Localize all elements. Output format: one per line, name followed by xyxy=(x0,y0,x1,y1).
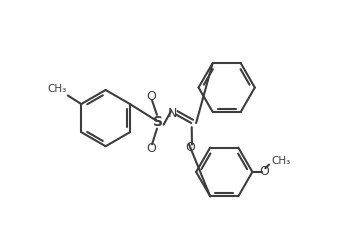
Text: CH₃: CH₃ xyxy=(47,84,67,94)
Text: O: O xyxy=(146,90,156,103)
Text: O: O xyxy=(185,141,195,154)
Text: N: N xyxy=(168,107,178,120)
Text: CH₃: CH₃ xyxy=(271,156,291,166)
Text: O: O xyxy=(259,165,269,178)
Text: S: S xyxy=(153,115,163,129)
Text: O: O xyxy=(146,142,156,155)
